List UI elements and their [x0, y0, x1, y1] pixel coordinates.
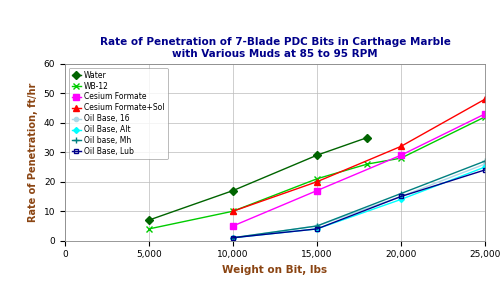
Cesium Formate	[482, 112, 488, 116]
Cesium Formate+Sol	[230, 209, 236, 213]
Line: Water: Water	[146, 135, 370, 223]
Cesium Formate+Sol	[482, 97, 488, 101]
Oil base, Mh	[398, 192, 404, 195]
Oil Base, Alt	[314, 227, 320, 231]
Oil Base, Alt	[398, 198, 404, 201]
WB-12	[482, 115, 488, 119]
Oil Base, 16	[230, 236, 236, 240]
Cesium Formate+Sol	[314, 180, 320, 184]
Line: Oil Base, 16: Oil Base, 16	[231, 162, 487, 240]
Cesium Formate	[230, 224, 236, 228]
WB-12	[398, 156, 404, 160]
Title: Rate of Penetration of 7-Blade PDC Bits in Carthage Marble
with Various Muds at : Rate of Penetration of 7-Blade PDC Bits …	[100, 37, 450, 59]
Y-axis label: Rate of Penetration, ft/hr: Rate of Penetration, ft/hr	[28, 83, 38, 222]
Oil base, Mh	[230, 236, 236, 240]
WB-12	[230, 209, 236, 213]
Line: WB-12: WB-12	[146, 113, 488, 232]
Oil Base, Alt	[482, 165, 488, 169]
WB-12	[364, 162, 370, 166]
Oil Base, Alt	[230, 236, 236, 240]
Water	[364, 136, 370, 139]
Water	[146, 218, 152, 222]
Oil Base, 16	[482, 162, 488, 166]
Oil Base, Lub	[314, 227, 320, 231]
Oil base, Mh	[482, 159, 488, 163]
Water	[314, 153, 320, 157]
Oil base, Mh	[314, 224, 320, 228]
Cesium Formate	[314, 189, 320, 192]
Cesium Formate	[398, 153, 404, 157]
Oil Base, 16	[314, 224, 320, 228]
X-axis label: Weight on Bit, lbs: Weight on Bit, lbs	[222, 265, 328, 275]
Legend: Water, WB-12, Cesium Formate, Cesium Formate+Sol, Oil Base, 16, Oil Base, Alt, O: Water, WB-12, Cesium Formate, Cesium For…	[69, 68, 168, 159]
Line: Oil Base, Lub: Oil Base, Lub	[231, 168, 487, 240]
WB-12	[314, 177, 320, 180]
WB-12	[146, 227, 152, 231]
Oil Base, Lub	[230, 236, 236, 240]
Line: Cesium Formate+Sol: Cesium Formate+Sol	[230, 96, 488, 215]
Water	[230, 189, 236, 192]
Oil Base, Lub	[398, 195, 404, 198]
Line: Oil base, Mh: Oil base, Mh	[230, 158, 488, 241]
Line: Oil Base, Alt: Oil Base, Alt	[231, 165, 487, 240]
Line: Cesium Formate: Cesium Formate	[230, 111, 488, 229]
Oil Base, Lub	[482, 168, 488, 172]
Cesium Formate+Sol	[398, 145, 404, 148]
Oil Base, 16	[398, 195, 404, 198]
